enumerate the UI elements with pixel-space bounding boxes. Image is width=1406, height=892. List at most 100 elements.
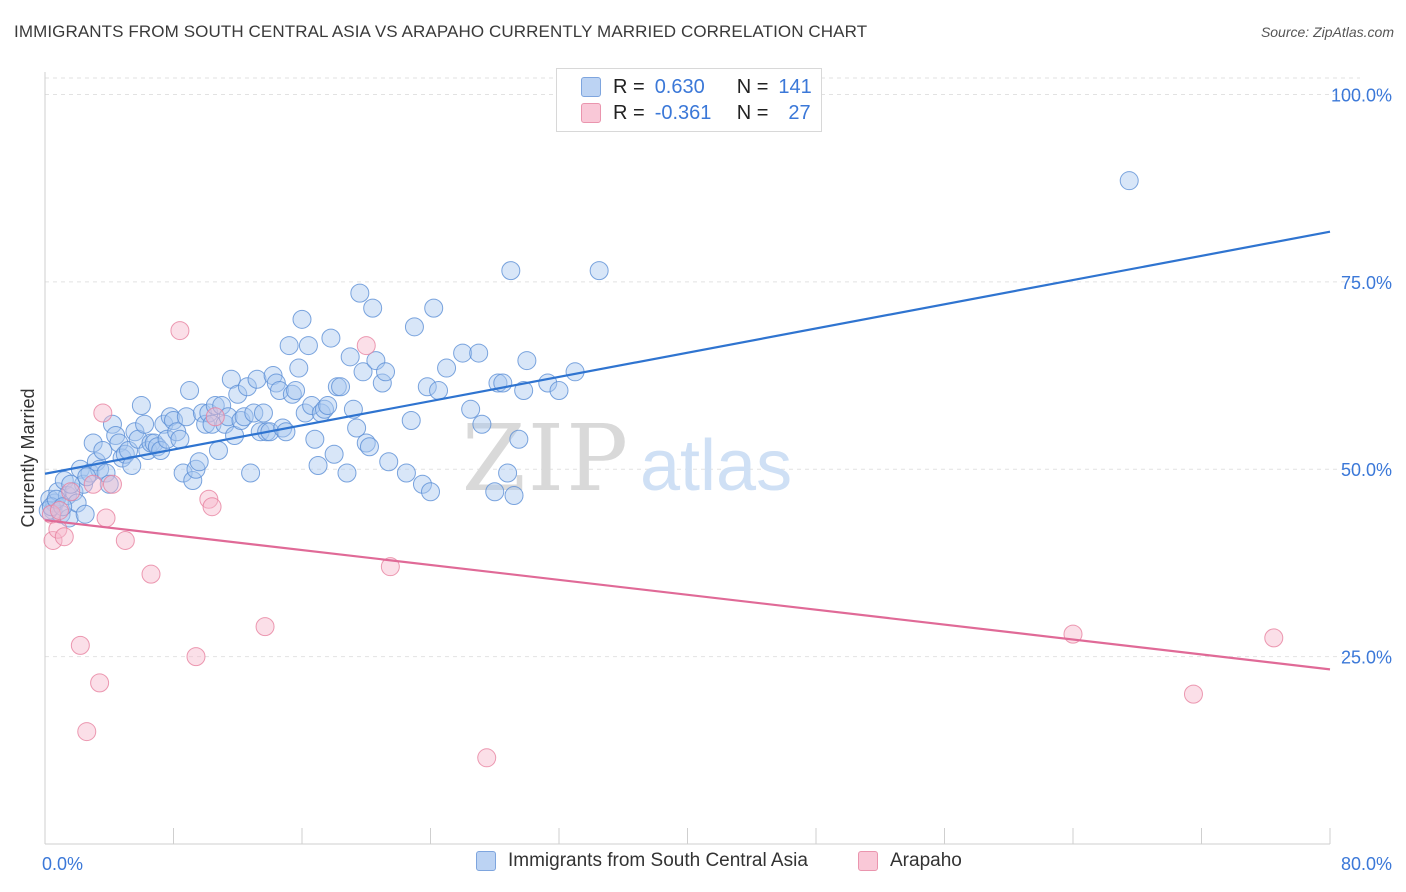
blue-point [305, 429, 325, 449]
pink-point [43, 530, 63, 550]
blue-point [314, 399, 334, 419]
blue-point [183, 470, 203, 490]
x-tick-label: 0.0% [42, 854, 83, 874]
y-tick-label: 75.0% [1341, 273, 1392, 293]
blue-point [363, 298, 383, 318]
blue-point [289, 358, 309, 378]
blue-point [53, 497, 73, 517]
trend-lines [44, 230, 1331, 671]
legend-row-blue: R = 0.630 N = 141 [581, 75, 812, 99]
blue-point [517, 351, 537, 371]
pink-point [102, 474, 122, 494]
blue-point [504, 485, 524, 505]
legend-n-value: 141 [778, 75, 812, 98]
blue-point [67, 493, 87, 513]
legend-r-label: R = [613, 75, 645, 98]
pink-point [77, 722, 97, 742]
blue-point [234, 407, 254, 427]
blue-trend-line [44, 230, 1331, 475]
blue-point [241, 463, 261, 483]
blue-point [485, 482, 505, 502]
pink-point [96, 508, 116, 528]
pink-point [356, 336, 376, 356]
watermark-zip: ZIP [462, 405, 630, 512]
blue-point [396, 463, 416, 483]
blue-point [321, 328, 341, 348]
series-name-blue: Immigrants from South Central Asia [508, 850, 808, 871]
blue-point [54, 470, 74, 490]
blue-point [109, 433, 129, 453]
pink-point [54, 527, 74, 547]
blue-point [276, 422, 296, 442]
legend-swatch-pink [581, 103, 601, 123]
axes [44, 72, 1331, 845]
blue-point [292, 309, 312, 329]
pink-point [48, 519, 68, 539]
blue-point [208, 441, 228, 461]
correlation-legend: R = 0.630 N = 141 R = -0.361 N = 27 [556, 68, 822, 132]
blue-point [83, 433, 103, 453]
pink-point [90, 673, 110, 693]
blue-point [212, 396, 232, 416]
series-legend-pink: Arapaho [858, 850, 962, 872]
watermark: ZIP atlas [462, 405, 792, 512]
series-legend-blue: Immigrants from South Central Asia [476, 850, 808, 872]
blue-point [421, 482, 440, 502]
pink-point [205, 407, 225, 427]
blue-point [324, 444, 344, 464]
blue-point [119, 441, 139, 461]
pink-point [255, 617, 275, 637]
blue-point [501, 261, 521, 281]
blue-point [404, 317, 424, 337]
points-layer [38, 171, 1284, 768]
blue-point [298, 336, 318, 356]
blue-point [144, 433, 164, 453]
source-credit: Source: ZipAtlas.com [1260, 24, 1394, 40]
blue-point [75, 504, 95, 524]
legend-n-value: 27 [788, 101, 811, 124]
blue-point [253, 403, 273, 423]
blue-point [308, 455, 328, 475]
blue-point [77, 467, 97, 487]
blue-point [498, 463, 518, 483]
blue-point [353, 362, 373, 382]
blue-point [135, 414, 155, 434]
blue-point [509, 429, 529, 449]
blue-point [196, 414, 216, 434]
y-tick-label: 100.0% [1331, 85, 1392, 105]
blue-point [472, 414, 492, 434]
blue-point [376, 362, 396, 382]
blue-point [437, 358, 457, 378]
blue-point [366, 351, 386, 371]
pink-point [202, 497, 222, 517]
y-axis-title-group: Currently Married [18, 388, 38, 527]
legend-n-label: N = [736, 101, 769, 124]
blue-point [350, 283, 370, 303]
blue-point [429, 381, 449, 401]
blue-point [1119, 171, 1139, 191]
legend-swatch-blue [581, 77, 601, 97]
pink-point [70, 635, 90, 655]
blue-point [337, 463, 357, 483]
blue-point [461, 399, 481, 419]
blue-point [170, 429, 190, 449]
blue-point [549, 381, 569, 401]
series-legend: Immigrants from South Central Asia Arapa… [0, 850, 1406, 878]
blue-point [61, 474, 81, 494]
blue-point [417, 377, 437, 397]
blue-point [180, 381, 200, 401]
blue-point [173, 463, 193, 483]
blue-point [96, 463, 116, 483]
x-tick-label: 80.0% [1341, 854, 1392, 874]
pink-point [1183, 684, 1203, 704]
blue-point [237, 377, 257, 397]
series-swatch-blue [476, 851, 496, 871]
blue-point [102, 414, 122, 434]
pink-point [1264, 628, 1284, 648]
grid-layer [45, 77, 1360, 658]
blue-point [469, 343, 489, 363]
pink-point [170, 321, 190, 341]
blue-point [270, 381, 290, 401]
y-axis-title: Currently Married [18, 388, 38, 527]
